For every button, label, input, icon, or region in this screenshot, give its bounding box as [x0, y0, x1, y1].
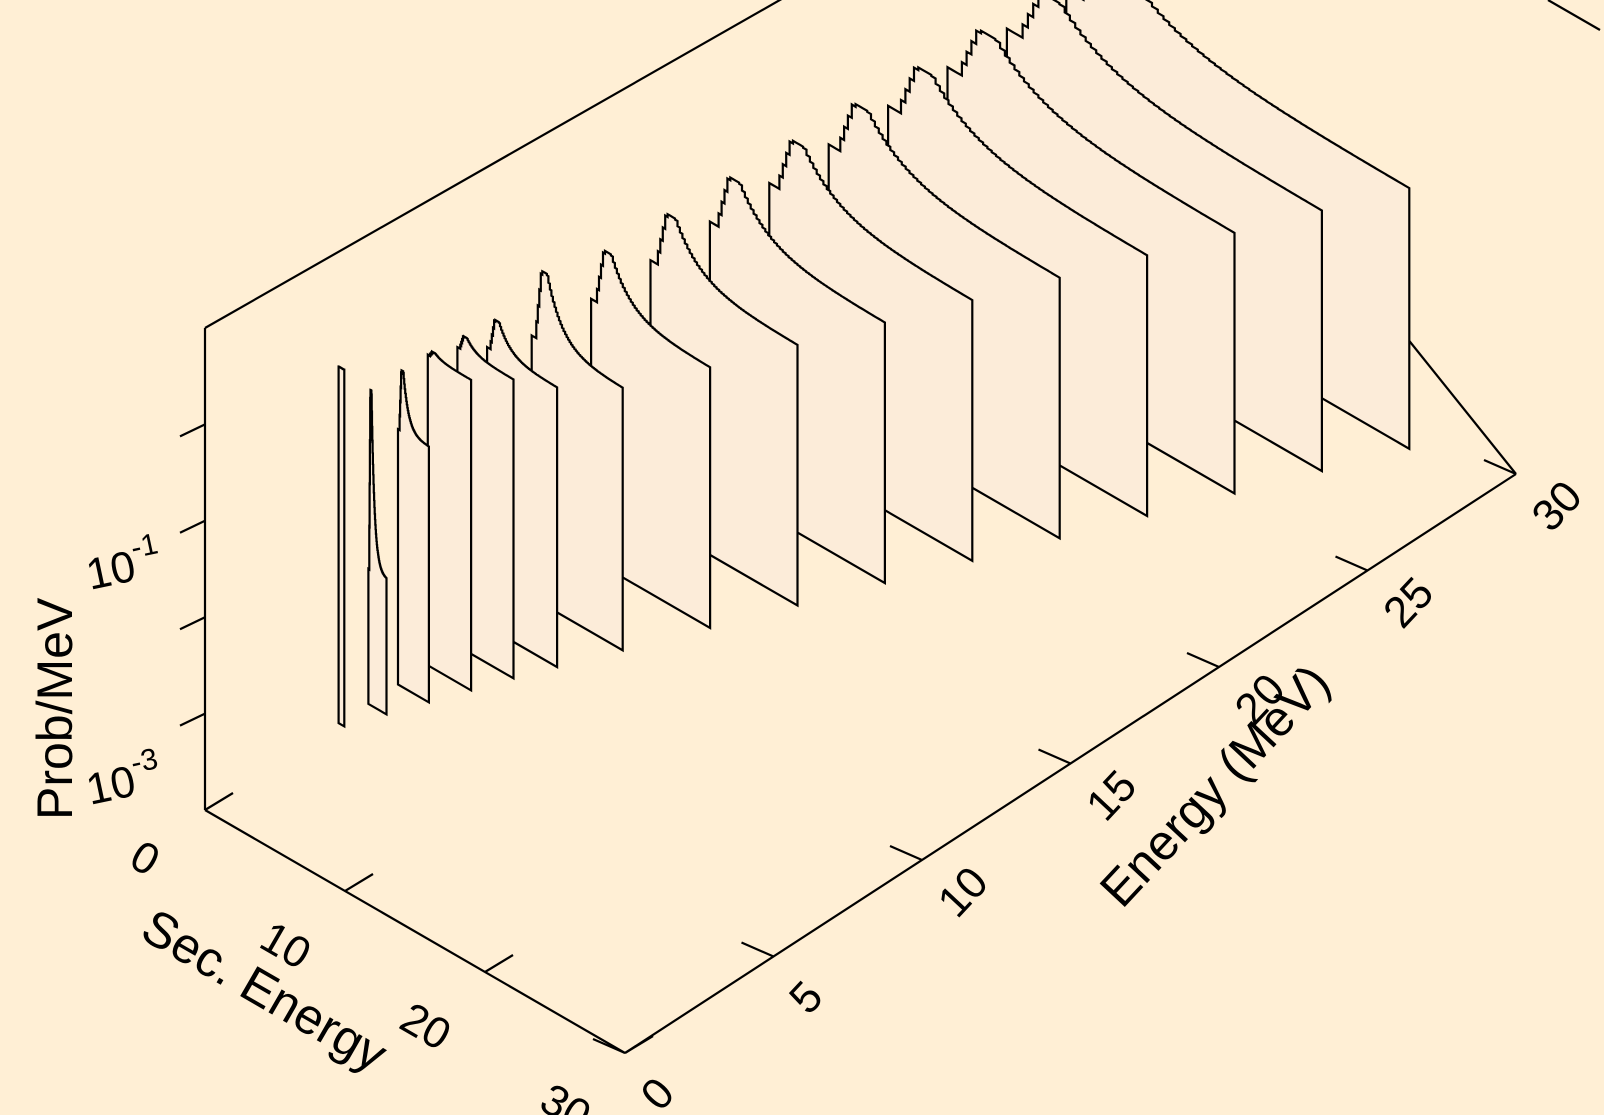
series-panel: [367, 388, 388, 717]
series-panel: [426, 349, 473, 693]
energy-tick-label: 30: [1522, 472, 1591, 541]
z-tick: [179, 519, 206, 534]
z-tick: [179, 423, 206, 438]
z-axis-title: Prob/MeV: [27, 597, 83, 820]
energy-tick-label: 10: [928, 858, 997, 927]
energy-tick: [889, 844, 923, 862]
sec-energy-tick: [484, 954, 514, 973]
energy-tick: [1335, 555, 1368, 572]
energy-tick: [592, 1037, 626, 1055]
energy-tick-label: 25: [1374, 568, 1443, 637]
sec-energy-tick-label: 30: [532, 1074, 599, 1115]
energy-tick-label: 0: [631, 1068, 684, 1115]
back-wall-top-edge: [204, 0, 783, 329]
energy-tick: [1038, 748, 1071, 765]
sec-energy-tick: [204, 792, 234, 811]
sec-energy-tick-label: 20: [392, 993, 459, 1060]
energy-tick: [1186, 651, 1220, 669]
series-panel: [396, 368, 430, 705]
z-tick: [179, 616, 206, 631]
z-tick: [179, 712, 206, 727]
energy-tick: [741, 941, 774, 958]
series-panels: [337, 0, 1411, 729]
sec-energy-tick: [624, 1035, 654, 1054]
z-tick-label: 10-1: [80, 527, 166, 599]
sec-energy-axis-title: Sec. Energy: [133, 898, 397, 1083]
z-tick-label: 10-3: [80, 742, 166, 814]
sec-energy-tick: [344, 873, 374, 892]
sec-energy-tick-label: 0: [122, 831, 168, 886]
series-panel: [337, 365, 346, 729]
z-tick-labels: 10-3 10-1: [80, 527, 166, 814]
right-wall-top-edge: [1547, 0, 1601, 31]
sec-energy-axis-line: [204, 809, 626, 1054]
energy-tick-label: 15: [1077, 761, 1146, 830]
energy-tick-label: 5: [780, 972, 833, 1023]
energy-tick: [1483, 458, 1517, 476]
